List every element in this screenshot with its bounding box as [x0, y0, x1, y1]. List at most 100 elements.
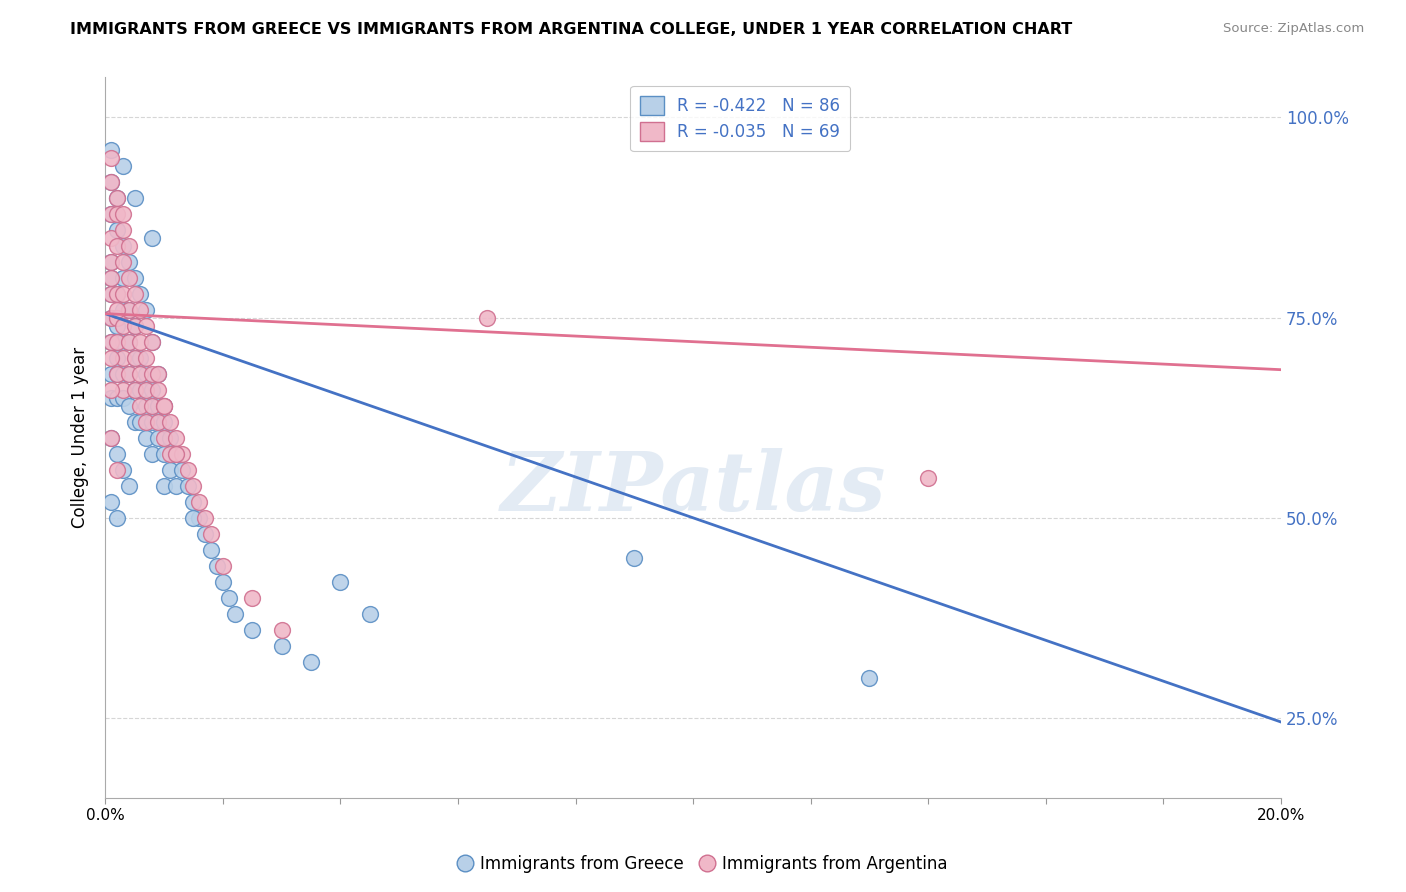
Point — [299, 655, 322, 669]
Point — [105, 334, 128, 349]
Point — [194, 526, 217, 541]
Point — [170, 463, 193, 477]
Point — [118, 367, 141, 381]
Point — [240, 623, 263, 637]
Point — [100, 270, 122, 285]
Point — [100, 367, 122, 381]
Point — [100, 175, 122, 189]
Point — [118, 302, 141, 317]
Point — [146, 367, 169, 381]
Point — [270, 623, 292, 637]
Point — [118, 367, 141, 381]
Point — [105, 391, 128, 405]
Point — [146, 367, 169, 381]
Legend: R = -0.422   N = 86, R = -0.035   N = 69: R = -0.422 N = 86, R = -0.035 N = 69 — [630, 86, 851, 151]
Point — [211, 574, 233, 589]
Point — [129, 399, 152, 413]
Point — [111, 351, 134, 365]
Point — [129, 334, 152, 349]
Point — [100, 230, 122, 244]
Point — [135, 399, 157, 413]
Point — [100, 175, 122, 189]
Legend: Immigrants from Greece, Immigrants from Argentina: Immigrants from Greece, Immigrants from … — [451, 848, 955, 880]
Point — [100, 143, 122, 157]
Point — [100, 310, 122, 325]
Point — [129, 302, 152, 317]
Point — [188, 495, 211, 509]
Point — [159, 463, 181, 477]
Point — [270, 639, 292, 653]
Point — [200, 542, 222, 557]
Point — [165, 447, 187, 461]
Point — [200, 526, 222, 541]
Point — [146, 399, 169, 413]
Point — [100, 334, 122, 349]
Point — [105, 367, 128, 381]
Point — [124, 351, 146, 365]
Point — [141, 447, 163, 461]
Point — [105, 511, 128, 525]
Point — [105, 238, 128, 252]
Point — [105, 334, 128, 349]
Point — [111, 334, 134, 349]
Point — [218, 591, 240, 605]
Point — [141, 230, 163, 244]
Point — [129, 351, 152, 365]
Point — [329, 574, 352, 589]
Point — [153, 447, 176, 461]
Point — [153, 399, 176, 413]
Point — [111, 318, 134, 333]
Point — [858, 671, 880, 685]
Point — [183, 511, 205, 525]
Point — [100, 286, 122, 301]
Point — [105, 286, 128, 301]
Point — [359, 607, 381, 621]
Point — [118, 238, 141, 252]
Point — [111, 302, 134, 317]
Point — [129, 286, 152, 301]
Point — [141, 415, 163, 429]
Text: ZIPatlas: ZIPatlas — [501, 448, 886, 528]
Point — [111, 270, 134, 285]
Point — [159, 431, 181, 445]
Point — [205, 558, 228, 573]
Point — [100, 254, 122, 268]
Point — [100, 151, 122, 165]
Point — [105, 367, 128, 381]
Point — [105, 286, 128, 301]
Point — [141, 334, 163, 349]
Point — [111, 254, 134, 268]
Point — [124, 383, 146, 397]
Point — [240, 591, 263, 605]
Point — [135, 351, 157, 365]
Point — [100, 495, 122, 509]
Point — [105, 351, 128, 365]
Point — [105, 310, 128, 325]
Point — [105, 222, 128, 236]
Point — [118, 302, 141, 317]
Point — [153, 415, 176, 429]
Point — [159, 447, 181, 461]
Point — [100, 206, 122, 220]
Point — [141, 399, 163, 413]
Point — [105, 310, 128, 325]
Point — [118, 254, 141, 268]
Point — [146, 415, 169, 429]
Point — [118, 479, 141, 493]
Point — [124, 415, 146, 429]
Point — [124, 383, 146, 397]
Point — [176, 479, 198, 493]
Point — [118, 334, 141, 349]
Point — [176, 463, 198, 477]
Point — [105, 318, 128, 333]
Point — [135, 367, 157, 381]
Point — [153, 431, 176, 445]
Text: IMMIGRANTS FROM GREECE VS IMMIGRANTS FROM ARGENTINA COLLEGE, UNDER 1 YEAR CORREL: IMMIGRANTS FROM GREECE VS IMMIGRANTS FRO… — [70, 22, 1073, 37]
Point — [111, 391, 134, 405]
Point — [100, 310, 122, 325]
Point — [105, 190, 128, 204]
Point — [129, 383, 152, 397]
Point — [105, 190, 128, 204]
Point — [135, 383, 157, 397]
Point — [111, 367, 134, 381]
